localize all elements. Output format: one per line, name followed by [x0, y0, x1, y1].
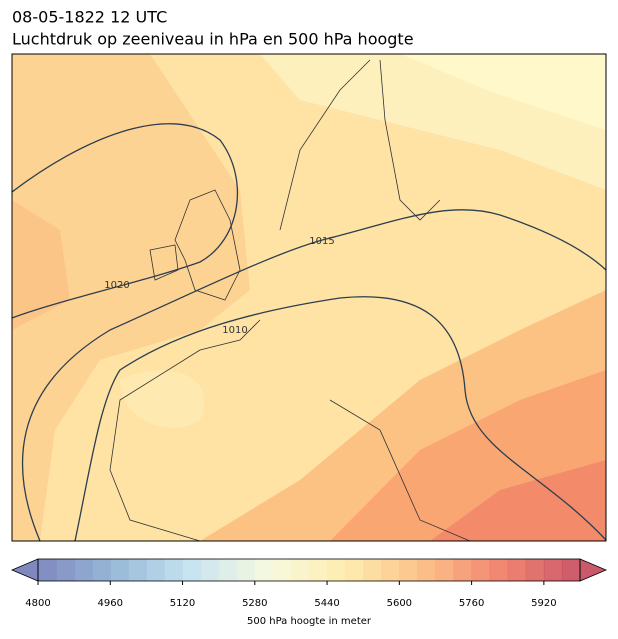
colorbar-tick-label: 5120 [170, 598, 195, 609]
colorbar-segment [435, 559, 455, 581]
colorbar-segment [561, 559, 581, 581]
colorbar-segment [74, 559, 93, 581]
subtitle: Luchtdruk op zeeniveau in hPa en 500 hPa… [12, 30, 414, 49]
colorbar-segment [363, 559, 382, 581]
colorbar-segment [272, 559, 292, 581]
colorbar-segment [146, 559, 165, 581]
colorbar-segment [182, 559, 202, 581]
colorbar-segment [110, 559, 129, 581]
colorbar-segment [218, 559, 238, 581]
colorbar-tick-label: 4800 [25, 598, 50, 609]
colorbar-extend-low [10, 558, 39, 582]
colorbar-segment [200, 559, 220, 581]
colorbar-tick-label: 4960 [98, 598, 123, 609]
colorbar-segment [381, 559, 400, 581]
colorbar-tick-label: 5600 [387, 598, 412, 609]
colorbar-segment [471, 559, 491, 581]
colorbar-segment [290, 559, 310, 581]
colorbar-segment [236, 559, 256, 581]
colorbar-tick-label: 5760 [459, 598, 484, 609]
colorbar-segment [309, 559, 328, 581]
colorbar-tick-label: 5440 [314, 598, 339, 609]
colorbar-segment [345, 559, 364, 581]
colorbar-segment [164, 559, 184, 581]
map-area [12, 54, 606, 541]
colorbar-segment [453, 559, 473, 581]
colorbar-segment [525, 559, 545, 581]
colorbar-segment [417, 559, 436, 581]
colorbar-segment [543, 559, 563, 581]
colorbar-frame [37, 558, 581, 582]
colorbar-segment [254, 559, 274, 581]
isobar-label: 1020 [104, 280, 129, 291]
colorbar-segment [327, 559, 346, 581]
colorbar-segment [128, 559, 147, 581]
colorbar-segment [56, 559, 75, 581]
isobar-label: 1010 [222, 325, 247, 336]
isobar-label: 1015 [309, 236, 334, 247]
colorbar-label: 500 hPa hoogte in meter [247, 616, 372, 627]
colorbar-segment [38, 559, 57, 581]
title: 08-05-1822 12 UTC [12, 8, 167, 27]
colorbar-segment [399, 559, 418, 581]
colorbar-extend-high [579, 558, 608, 582]
colorbar-tick-label: 5280 [242, 598, 267, 609]
colorbar: 4800 4960 5120 5280 5440 5600 5760 5920 [10, 558, 608, 609]
colorbar-tick-label: 5920 [531, 598, 556, 609]
colorbar-segment [507, 559, 527, 581]
map-frame [11, 53, 607, 542]
colorbar-segment [92, 559, 111, 581]
colorbar-segment [489, 559, 509, 581]
